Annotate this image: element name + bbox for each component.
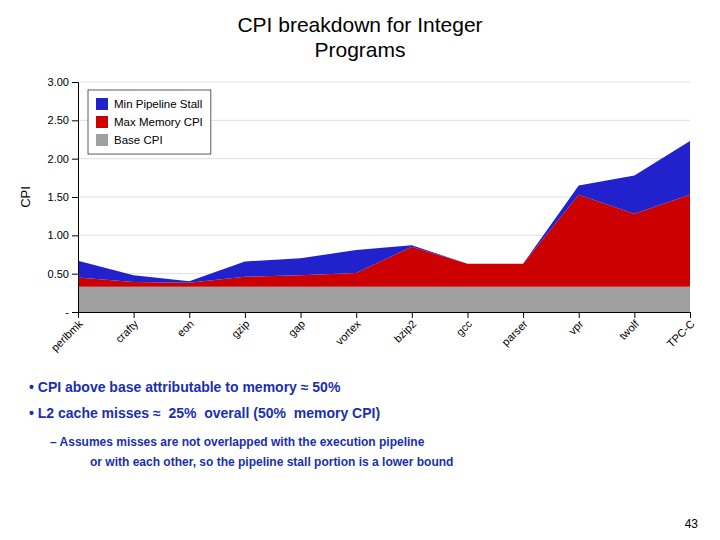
chart: - 0.50 1.00 1.50 2.00 2.50 3.00 perlbmk crafty eo… — [0, 0, 720, 540]
x-tick-label: gcc — [454, 317, 475, 338]
x-tick-label: eon — [175, 318, 196, 339]
y-tick: 1.50 — [48, 191, 78, 203]
x-tick-mark — [301, 312, 302, 318]
x-tick-label: TPC-C — [664, 317, 696, 349]
x-tick-mark — [356, 312, 357, 318]
grid — [78, 82, 690, 312]
y-axis: - 0.50 1.00 1.50 2.00 2.50 3.00 — [48, 76, 79, 318]
x-tick-label: crafty — [113, 317, 141, 345]
annotation: or with each other, so the pipeline stal… — [90, 455, 453, 469]
y-tick: 0.50 — [48, 268, 78, 280]
x-tick: twolf — [617, 312, 642, 342]
grid-line — [78, 82, 690, 83]
x-tick-label: gap — [286, 318, 307, 339]
y-tick: 2.50 — [48, 114, 78, 126]
y-tick: 1.00 — [48, 229, 78, 241]
x-tick: gap — [286, 312, 307, 339]
legend-label: Min Pipeline Stall — [114, 98, 202, 110]
x-tick-mark — [523, 312, 524, 318]
x-tick-label: gzip — [229, 318, 252, 341]
x-axis-line — [79, 313, 691, 319]
legend-item: Max Memory CPI — [96, 116, 203, 128]
y-tick-mark — [72, 312, 78, 313]
y-tick-label: 1.00 — [48, 229, 69, 241]
y-tick-mark — [72, 159, 78, 160]
title: CPI breakdown for Integer — [237, 13, 482, 36]
y-axis-line — [72, 83, 79, 313]
x-tick: bzip2 — [391, 312, 418, 345]
title: Programs — [314, 38, 405, 61]
y-tick-mark — [72, 197, 78, 198]
x-tick-label: parser — [499, 317, 530, 348]
legend-swatch — [96, 134, 108, 146]
x-tick: vpr — [566, 312, 586, 337]
x-tick-mark — [189, 312, 190, 318]
x-tick: crafty — [113, 312, 141, 345]
area — [78, 287, 690, 312]
x-tick-label: twolf — [617, 317, 642, 342]
y-tick: - — [65, 306, 78, 318]
y-tick-label: - — [65, 306, 69, 318]
x-tick-mark — [634, 312, 635, 318]
y-tick-mark — [72, 120, 78, 121]
x-tick: perlbmk — [49, 312, 86, 354]
area — [78, 195, 690, 287]
annotation: • CPI above base attributable to memory … — [29, 379, 341, 395]
x-tick-label: perlbmk — [49, 317, 86, 354]
x-tick: gcc — [454, 312, 475, 338]
y-tick: 2.00 — [48, 153, 78, 165]
legend-label: Base CPI — [114, 134, 163, 146]
legend-box — [88, 90, 211, 154]
y-tick: 3.00 — [48, 76, 78, 88]
y-tick-mark — [72, 82, 78, 83]
x-tick: TPC-C — [664, 312, 696, 350]
grid-line — [78, 158, 690, 159]
area — [78, 141, 690, 283]
x-tick-mark — [245, 312, 246, 318]
x-tick-mark — [579, 312, 580, 318]
y-tick-label: 2.50 — [48, 114, 69, 126]
x-tick-label: vortex — [333, 317, 363, 347]
legend: Min Pipeline Stall Max Memory CPI Base CPI — [88, 90, 211, 154]
annotation: – Assumes misses are not overlapped with… — [50, 435, 425, 449]
y-axis-title: CPI — [18, 186, 33, 208]
x-tick-mark — [78, 312, 79, 318]
legend-item: Min Pipeline Stall — [96, 98, 202, 110]
y-tick-label: 2.00 — [48, 153, 69, 165]
legend-swatch — [96, 116, 108, 128]
plot-area — [78, 141, 690, 312]
x-tick: gzip — [229, 312, 252, 340]
y-tick-label: 0.50 — [48, 268, 69, 280]
y-tick-label: 1.50 — [48, 191, 69, 203]
annotation: 43 — [685, 517, 699, 531]
y-tick-mark — [72, 235, 78, 236]
legend-label: Max Memory CPI — [114, 116, 203, 128]
x-axis: perlbmk crafty eon gzip gap vortex bzip2 gcc par… — [49, 312, 697, 354]
x-tick-mark — [134, 312, 135, 318]
x-tick-label: bzip2 — [391, 318, 418, 345]
x-tick: vortex — [333, 312, 363, 347]
x-tick-mark — [467, 312, 468, 318]
annotation: • L2 cache misses ≈ 25% overall (50% mem… — [29, 405, 380, 421]
legend-item: Base CPI — [96, 134, 163, 146]
y-tick-label: 3.00 — [48, 76, 69, 88]
legend-swatch — [96, 98, 108, 110]
x-tick-label: vpr — [566, 317, 586, 337]
x-tick-mark — [412, 312, 413, 318]
x-tick: parser — [499, 312, 530, 348]
y-tick-mark — [72, 274, 78, 275]
x-tick: eon — [175, 312, 196, 339]
x-tick-mark — [690, 312, 691, 318]
